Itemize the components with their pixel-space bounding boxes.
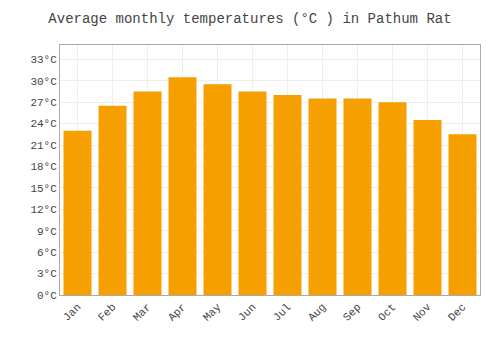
svg-text:33°C: 33°C [30,54,57,66]
svg-text:9°C: 9°C [37,226,57,238]
svg-text:Sep: Sep [341,301,363,323]
svg-text:0°C: 0°C [37,290,57,302]
svg-text:15°C: 15°C [30,183,57,195]
svg-text:Apr: Apr [166,301,188,323]
svg-text:21°C: 21°C [30,140,57,152]
svg-text:Dec: Dec [446,301,468,323]
svg-text:Jun: Jun [236,301,258,323]
svg-text:30°C: 30°C [30,76,57,88]
svg-text:6°C: 6°C [37,247,57,259]
svg-text:Mar: Mar [131,301,153,323]
svg-text:24°C: 24°C [30,118,57,130]
svg-text:Jan: Jan [61,301,83,323]
svg-text:Oct: Oct [376,301,398,323]
svg-text:May: May [201,301,224,324]
svg-text:Aug: Aug [306,301,328,323]
svg-text:12°C: 12°C [30,204,57,216]
svg-text:Feb: Feb [96,301,118,323]
svg-text:Nov: Nov [411,301,434,324]
svg-text:18°C: 18°C [30,161,57,173]
svg-text:3°C: 3°C [37,268,57,280]
svg-text:Jul: Jul [271,301,293,323]
svg-text:Average monthly temperatures (: Average monthly temperatures (°C ) in Pa… [48,11,451,27]
svg-text:27°C: 27°C [30,97,57,109]
